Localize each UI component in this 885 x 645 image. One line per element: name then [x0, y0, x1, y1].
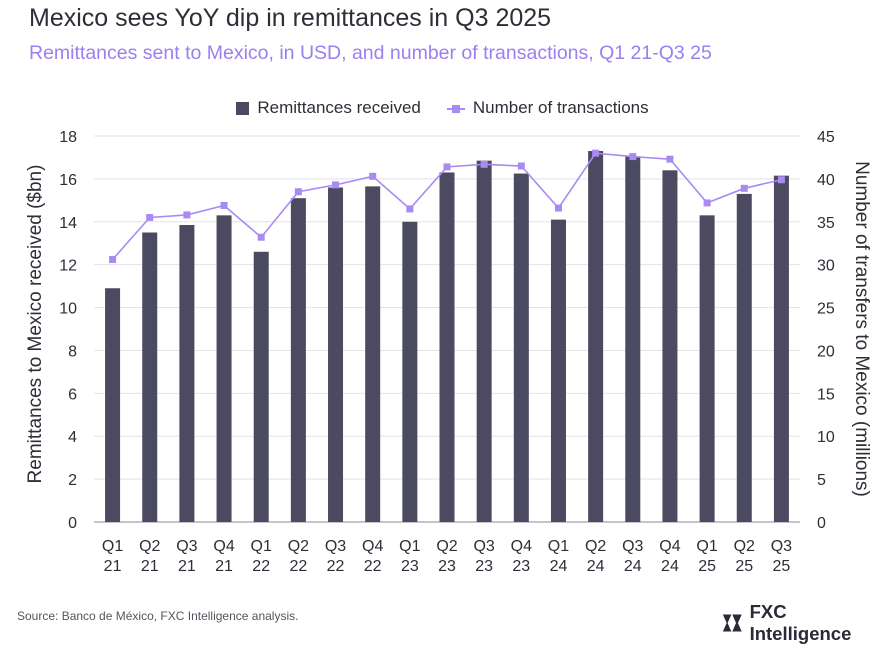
point-transactions[interactable] — [294, 188, 302, 196]
x-tick-label: Q4 22 — [362, 538, 383, 575]
x-tick-label: Q2 21 — [139, 538, 160, 575]
point-transactions[interactable] — [777, 176, 785, 184]
left-axis-label: Remittances to Mexico received ($bn) — [25, 165, 46, 484]
right-tick-label: 35 — [817, 215, 835, 232]
right-tick-label: 45 — [817, 129, 835, 146]
left-tick-label: 4 — [68, 429, 77, 446]
bar-series — [105, 151, 789, 523]
bar-remittances[interactable] — [253, 251, 269, 523]
point-transactions[interactable] — [554, 204, 562, 212]
chart-subtitle: Remittances sent to Mexico, in USD, and … — [29, 42, 712, 64]
x-tick-label: Q1 22 — [251, 538, 272, 575]
point-transactions[interactable] — [332, 181, 340, 189]
bar-remittances[interactable] — [550, 219, 566, 522]
right-tick-label: 20 — [817, 343, 835, 360]
brand-name: FXC Intelligence — [749, 601, 852, 644]
right-tick-label: 15 — [817, 386, 835, 403]
x-tick-label: Q2 23 — [436, 538, 457, 575]
point-transactions[interactable] — [740, 184, 748, 192]
bar-remittances[interactable] — [328, 187, 344, 522]
left-tick-label: 8 — [68, 343, 77, 360]
bar-remittances[interactable] — [142, 232, 158, 523]
bar-remittances[interactable] — [365, 186, 381, 522]
bar-remittances[interactable] — [736, 193, 752, 522]
bar-remittances[interactable] — [216, 215, 232, 522]
x-tick-label: Q4 24 — [659, 538, 680, 575]
bar-remittances[interactable] — [439, 172, 455, 522]
right-tick-label: 0 — [817, 515, 826, 532]
point-transactions[interactable] — [666, 155, 674, 163]
point-transactions[interactable] — [183, 211, 191, 219]
bar-remittances[interactable] — [699, 215, 715, 522]
bar-remittances[interactable] — [290, 198, 306, 522]
point-transactions[interactable] — [517, 162, 525, 170]
point-transactions[interactable] — [257, 233, 265, 241]
x-tick-label: Q2 25 — [734, 538, 755, 575]
left-tick-label: 10 — [59, 301, 77, 318]
bar-remittances[interactable] — [513, 173, 529, 522]
x-tick-label: Q3 24 — [622, 538, 643, 575]
bar-remittances[interactable] — [773, 175, 789, 522]
point-transactions[interactable] — [480, 160, 488, 168]
x-tick-label: Q1 25 — [696, 538, 717, 575]
fxc-logo-icon — [722, 614, 742, 632]
right-tick-label: 25 — [817, 301, 835, 318]
point-transactions[interactable] — [369, 172, 377, 180]
right-axis-label: Number of transfers to Mexico (millions) — [851, 161, 872, 497]
x-tick-label: Q3 25 — [771, 538, 792, 575]
x-tick-label: Q4 23 — [511, 538, 532, 575]
left-tick-label: 0 — [68, 515, 77, 532]
x-tick-label: Q3 21 — [176, 538, 197, 575]
chart-title: Mexico sees YoY dip in remittances in Q3… — [29, 4, 552, 32]
source-note: Source: Banco de México, FXC Intelligenc… — [17, 609, 299, 623]
point-transactions[interactable] — [220, 201, 228, 209]
legend-label-transactions: Number of transactions — [472, 98, 649, 117]
x-tick-label: Q1 24 — [548, 538, 569, 575]
line-series — [109, 149, 785, 264]
left-tick-label: 18 — [59, 129, 77, 146]
x-tick-label: Q1 21 — [102, 538, 123, 575]
legend-swatch-line — [446, 102, 465, 115]
bar-remittances[interactable] — [662, 170, 678, 523]
legend-item-remittances[interactable]: Remittances received — [236, 98, 421, 118]
point-transactions[interactable] — [406, 205, 414, 213]
x-axis-ticks: Q1 21 Q2 21 Q3 21 Q4 21 Q1 22 Q2 22 Q3 22 Q4 22 Q1 23 Q2 23… — [102, 538, 792, 575]
bar-remittances[interactable] — [476, 160, 492, 522]
x-tick-label: Q3 23 — [473, 538, 494, 575]
left-tick-label: 2 — [68, 472, 77, 489]
x-tick-label: Q3 22 — [325, 538, 346, 575]
point-transactions[interactable] — [443, 163, 451, 171]
legend-swatch-bar — [236, 101, 250, 115]
x-tick-label: Q2 22 — [288, 538, 309, 575]
bar-remittances[interactable] — [105, 288, 121, 522]
right-tick-label: 30 — [817, 258, 835, 275]
left-tick-label: 6 — [68, 386, 77, 403]
brand-logo: FXC Intelligence — [721, 601, 885, 645]
right-axis-ticks: 0 5 10 15 20 25 30 35 40 45 — [817, 129, 835, 532]
left-tick-label: 12 — [59, 258, 77, 275]
point-transactions[interactable] — [109, 256, 117, 264]
left-tick-label: 14 — [59, 215, 77, 232]
legend: Remittances received Number of transacti… — [0, 98, 885, 118]
x-tick-label: Q2 24 — [585, 538, 606, 575]
left-tick-label: 16 — [59, 172, 77, 189]
bar-remittances[interactable] — [179, 224, 195, 522]
left-axis-ticks: 0 2 4 6 8 10 12 14 16 18 — [59, 129, 77, 532]
right-tick-label: 40 — [817, 172, 835, 189]
bar-remittances[interactable] — [402, 221, 418, 522]
right-tick-label: 10 — [817, 429, 835, 446]
x-tick-label: Q4 21 — [213, 538, 234, 575]
right-tick-label: 5 — [817, 472, 826, 489]
legend-item-transactions[interactable]: Number of transactions — [446, 98, 649, 118]
bar-remittances[interactable] — [625, 156, 641, 522]
x-tick-label: Q1 23 — [399, 538, 420, 575]
point-transactions[interactable] — [592, 149, 600, 157]
point-transactions[interactable] — [703, 199, 711, 207]
point-transactions[interactable] — [629, 153, 637, 161]
bar-remittances[interactable] — [588, 151, 604, 522]
legend-label-remittances: Remittances received — [257, 98, 421, 117]
point-transactions[interactable] — [146, 213, 154, 221]
